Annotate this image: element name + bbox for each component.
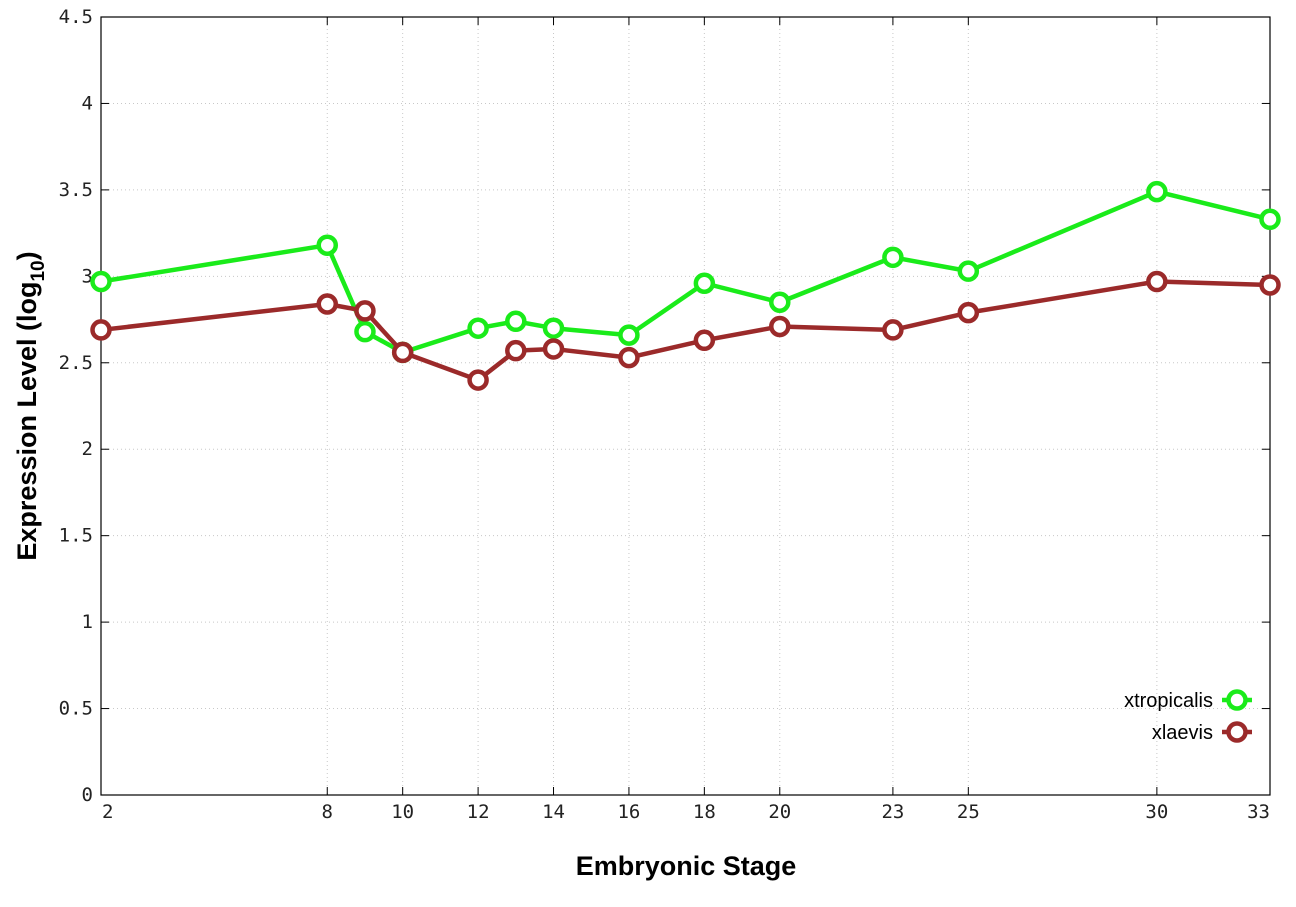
data-point-xlaevis (769, 315, 791, 338)
x-tick-label: 25 (957, 801, 980, 823)
data-point-xtropicalis (90, 270, 112, 293)
x-tick-label: 18 (693, 801, 716, 823)
data-point-xlaevis (542, 338, 565, 360)
data-point-xtropicalis (542, 317, 565, 339)
x-tick-label: 2 (102, 801, 113, 823)
legend-item-xtropicalis: xtropicalis (1124, 689, 1252, 712)
data-point-xlaevis (316, 293, 339, 315)
y-axis-title: Expression Level (log10) (12, 251, 49, 560)
x-tick-label: 8 (322, 801, 333, 823)
data-point-xlaevis (618, 346, 640, 369)
data-point-xtropicalis (957, 260, 980, 282)
y-axis-title-subscript: 10 (28, 260, 49, 281)
data-point-xtropicalis (316, 234, 339, 256)
x-tick-label: 30 (1145, 801, 1168, 823)
y-tick-label: 3.5 (59, 179, 93, 201)
series-xlaevis (90, 270, 1281, 391)
data-point-xtropicalis (354, 320, 376, 343)
data-point-xtropicalis (505, 310, 527, 333)
plot-frame (100, 16, 1271, 796)
data-point-xlaevis (693, 329, 716, 352)
data-point-xtropicalis (467, 317, 489, 339)
grid-layer (101, 17, 1270, 795)
data-point-xtropicalis (693, 272, 716, 294)
x-tick-label: 14 (542, 801, 565, 823)
legend-swatch-marker (1226, 689, 1248, 711)
y-tick-label: 3 (82, 265, 93, 287)
legend: xtropicalis xlaevis (1124, 689, 1252, 744)
data-point-xlaevis (354, 300, 376, 322)
y-tick-label: 4.5 (59, 6, 93, 28)
tick-layer: 0 0.5 1 1.5 2 2.5 3 3.5 4 4.5 2 8 10 12 14 16 18 20 23 25 30… (59, 6, 1271, 823)
data-point-xlaevis (391, 341, 414, 364)
legend-label: xlaevis (1152, 722, 1213, 744)
y-axis-title-close: ) (12, 251, 42, 260)
legend-label: xtropicalis (1124, 690, 1213, 712)
y-tick-label: 0.5 (59, 698, 93, 720)
x-tick-label: 10 (391, 801, 414, 823)
data-point-xlaevis (467, 369, 489, 391)
legend-item-xlaevis: xlaevis (1152, 721, 1252, 744)
x-tick-label: 12 (467, 801, 490, 823)
x-axis-title: Embryonic Stage (576, 851, 797, 881)
data-point-xtropicalis (882, 246, 904, 269)
data-point-xlaevis (957, 301, 980, 324)
y-axis-title-main: Expression Level (log (12, 282, 42, 561)
x-tick-label: 16 (617, 801, 640, 823)
y-axis-title-group: Expression Level (log10) (12, 251, 49, 560)
y-tick-label: 2.5 (59, 352, 93, 374)
x-tick-label: 33 (1247, 801, 1270, 823)
x-tick-label: 20 (768, 801, 791, 823)
series-layer (90, 180, 1281, 391)
series-line-xtropicalis (100, 189, 1271, 355)
data-point-xtropicalis (618, 324, 640, 346)
legend-swatch-marker (1226, 721, 1248, 743)
data-point-xlaevis (1259, 274, 1281, 296)
data-point-xlaevis (90, 319, 112, 341)
series-xtropicalis (90, 180, 1281, 364)
y-tick-label: 1.5 (59, 525, 93, 547)
y-tick-label: 4 (82, 92, 93, 114)
data-point-xlaevis (1146, 270, 1168, 293)
data-point-xlaevis (882, 319, 904, 341)
y-tick-label: 0 (82, 784, 93, 806)
x-tick-label: 23 (881, 801, 904, 823)
data-point-xtropicalis (1259, 208, 1281, 231)
data-point-xlaevis (505, 339, 527, 362)
y-tick-label: 2 (82, 438, 93, 460)
data-point-xtropicalis (769, 291, 791, 314)
data-point-xtropicalis (1146, 180, 1168, 203)
y-tick-label: 1 (82, 611, 93, 633)
